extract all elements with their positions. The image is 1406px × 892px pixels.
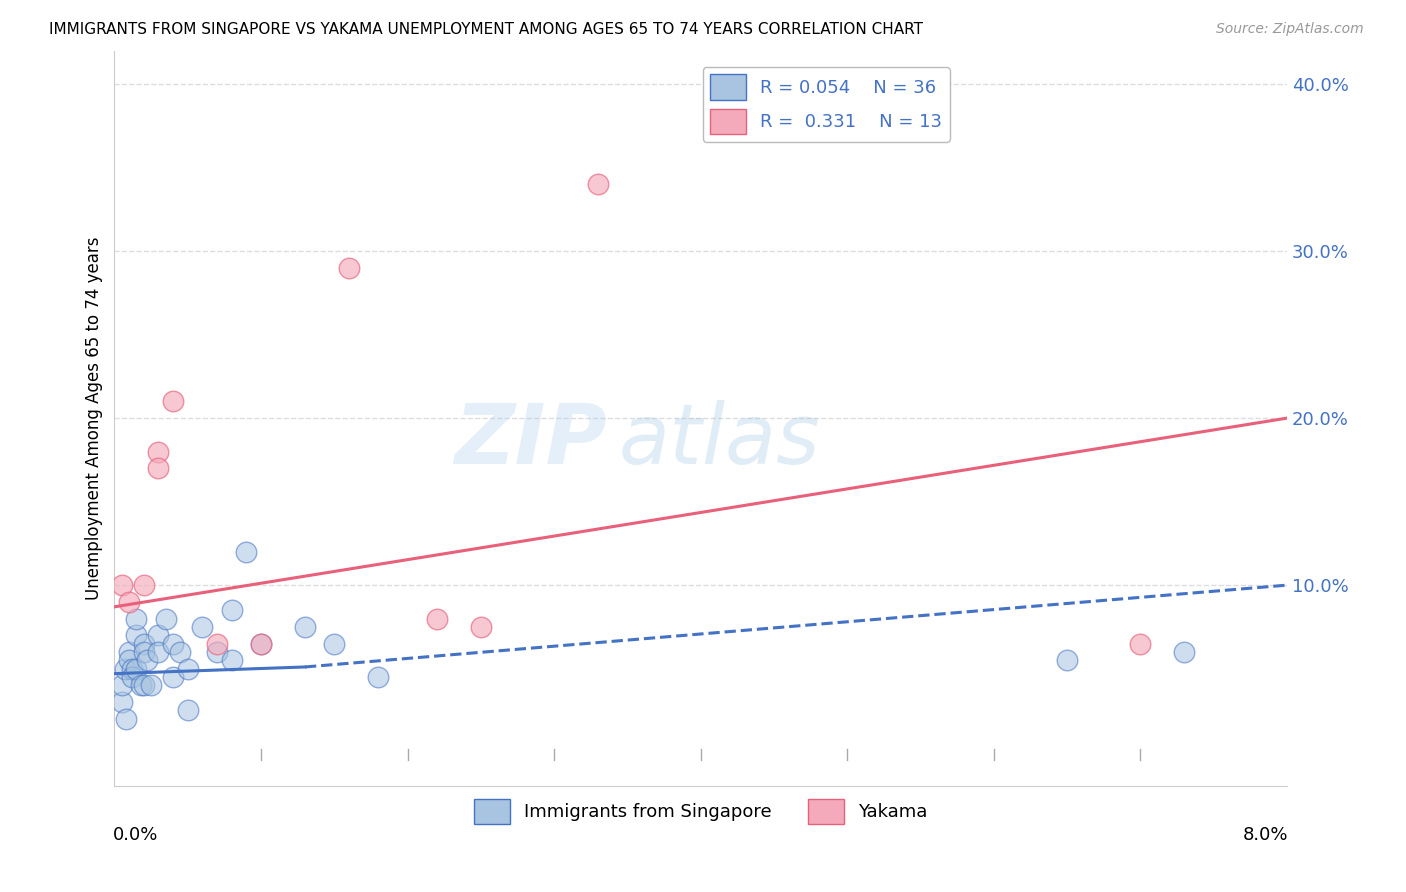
Point — [132, 645, 155, 659]
Point — [235, 545, 257, 559]
Point — [221, 603, 243, 617]
Point — [118, 595, 141, 609]
Text: IMMIGRANTS FROM SINGAPORE VS YAKAMA UNEMPLOYMENT AMONG AGES 65 TO 74 YEARS CORRE: IMMIGRANTS FROM SINGAPORE VS YAKAMA UNEM… — [49, 22, 924, 37]
Point — [148, 461, 170, 475]
Point — [586, 178, 609, 192]
Text: 8.0%: 8.0% — [1243, 826, 1288, 844]
Point — [155, 611, 177, 625]
Point — [132, 637, 155, 651]
Point — [115, 712, 138, 726]
Point — [121, 662, 143, 676]
Point — [294, 620, 316, 634]
Point — [250, 637, 273, 651]
Point — [169, 645, 191, 659]
Point — [118, 653, 141, 667]
Point — [118, 645, 141, 659]
Text: Source: ZipAtlas.com: Source: ZipAtlas.com — [1216, 22, 1364, 37]
Point — [470, 620, 492, 634]
Point — [135, 653, 157, 667]
Text: 0.0%: 0.0% — [114, 826, 159, 844]
Point — [139, 678, 162, 692]
Point — [1056, 653, 1078, 667]
Point — [132, 578, 155, 592]
Point — [250, 637, 273, 651]
Point — [426, 611, 449, 625]
Point — [148, 444, 170, 458]
Point — [148, 645, 170, 659]
Point — [1129, 637, 1152, 651]
Point — [162, 394, 184, 409]
Y-axis label: Unemployment Among Ages 65 to 74 years: Unemployment Among Ages 65 to 74 years — [86, 236, 103, 599]
Point — [162, 670, 184, 684]
Point — [205, 645, 228, 659]
Text: atlas: atlas — [619, 400, 820, 481]
Point — [1173, 645, 1195, 659]
Text: ZIP: ZIP — [454, 400, 607, 481]
Legend: Immigrants from Singapore, Yakama: Immigrants from Singapore, Yakama — [467, 791, 935, 831]
Point — [191, 620, 214, 634]
Point — [125, 611, 148, 625]
Point — [148, 628, 170, 642]
Point — [323, 637, 346, 651]
Point — [125, 662, 148, 676]
Point — [177, 662, 200, 676]
Point — [177, 703, 200, 717]
Point — [111, 695, 134, 709]
Point — [132, 678, 155, 692]
Point — [129, 678, 152, 692]
Point — [114, 662, 136, 676]
Point — [221, 653, 243, 667]
Point — [367, 670, 389, 684]
Point — [162, 637, 184, 651]
Point — [205, 637, 228, 651]
Point — [337, 260, 360, 275]
Point — [111, 678, 134, 692]
Point — [121, 670, 143, 684]
Point — [111, 578, 134, 592]
Point — [125, 628, 148, 642]
